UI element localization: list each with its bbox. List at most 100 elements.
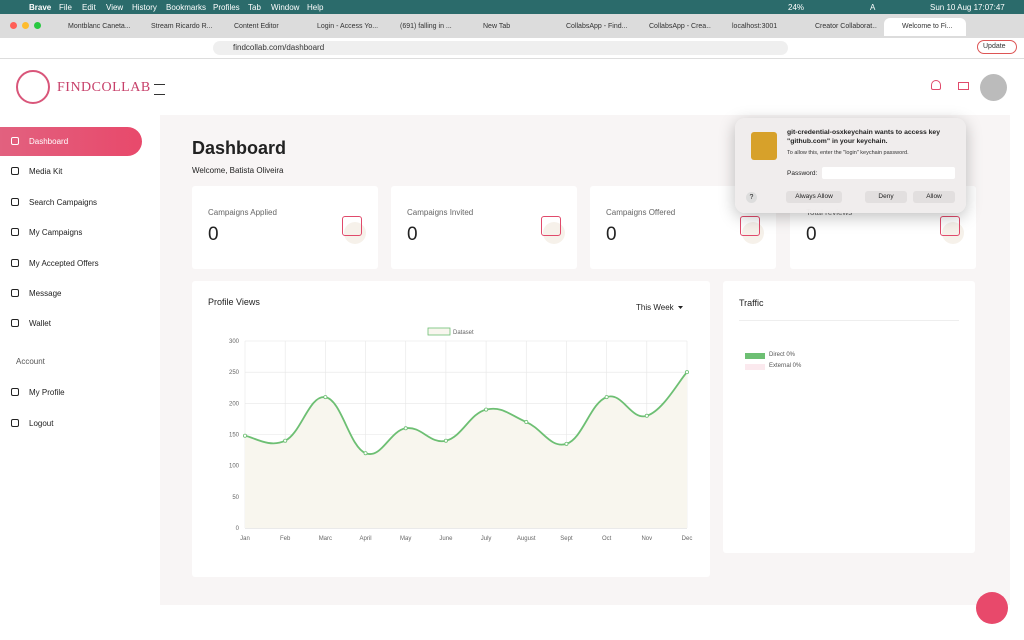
stat-icon (940, 216, 960, 236)
legend-swatch (427, 327, 451, 336)
stat-icon (740, 216, 760, 236)
x-tick-label: Jan (240, 536, 250, 542)
browser-tab[interactable]: Stream Ricardo R... (151, 23, 213, 30)
minimize-window[interactable] (22, 22, 29, 29)
nav-icon (11, 388, 19, 396)
browser-tab[interactable]: (691) falling in ... (400, 23, 452, 30)
browser-tab[interactable]: Welcome to Fi... (884, 18, 966, 36)
browser-tab[interactable]: CollabsApp - Crea... (649, 23, 711, 30)
nav-label: My Profile (29, 388, 65, 397)
nav-item[interactable]: Media Kit (0, 157, 142, 186)
notifications-icon[interactable] (931, 80, 941, 90)
menu-toggle[interactable] (154, 84, 165, 95)
dialog-title: git-credential-osxkeychain wants to acce… (787, 129, 940, 145)
x-tick-label: June (439, 536, 453, 542)
y-tick-label: 300 (229, 339, 240, 345)
nav-item[interactable]: My Profile (0, 378, 142, 407)
menu-item[interactable]: Profiles (213, 3, 240, 12)
nav-label: My Campaigns (29, 228, 83, 237)
page-title: Dashboard (192, 138, 287, 158)
line (244, 371, 688, 455)
clock: Sun 10 Aug 17:07:47 (930, 3, 1005, 12)
help-button[interactable]: ? (746, 192, 757, 203)
traffic-card: Traffic Direct 0% External 0% (723, 281, 975, 553)
password-field[interactable] (822, 167, 955, 179)
dialog-button[interactable]: Always Allow (786, 191, 842, 203)
point (323, 395, 328, 400)
point (443, 438, 448, 443)
browser-tab[interactable]: Login - Access Yo... (317, 23, 379, 30)
nav-item[interactable]: Message (0, 279, 142, 308)
x-tick-label: Sept (560, 536, 573, 542)
menu-item[interactable]: Edit (82, 3, 96, 12)
dialog-button[interactable]: Allow (913, 191, 955, 203)
nav-icon (11, 198, 19, 206)
point (604, 395, 609, 400)
icon-blob (543, 222, 565, 244)
browser-tab[interactable]: Creator Collaborat... (815, 23, 877, 30)
nav-label: Dashboard (29, 137, 69, 146)
nav-label: Logout (29, 419, 54, 428)
nav-section: Account (16, 357, 45, 366)
icon-blob (942, 222, 964, 244)
dialog-message: To allow this, enter the "login" keychai… (787, 150, 909, 156)
password-label: Password: (787, 170, 818, 177)
nav-item[interactable]: Dashboard (0, 127, 142, 156)
dialog-button[interactable]: Deny (865, 191, 907, 203)
icon-blob (344, 222, 366, 244)
nav-icon (11, 259, 19, 267)
stat-card: Campaigns Invited 0 (391, 186, 577, 269)
legend-swatch (745, 364, 765, 370)
area (245, 372, 687, 528)
menu-item[interactable]: History (132, 3, 157, 12)
nav-icon (11, 289, 19, 297)
stat-label: Campaigns Applied (208, 208, 277, 217)
legend-label: External 0% (769, 363, 802, 369)
nav-item[interactable]: Logout (0, 409, 142, 438)
menu-item[interactable]: View (106, 3, 124, 12)
browser-tab[interactable]: localhost:3001 (732, 23, 778, 30)
divider (739, 320, 959, 321)
x-tick-label: May (400, 536, 411, 542)
update-button[interactable]: Update (977, 40, 1017, 54)
period-filter[interactable]: This Week (636, 303, 675, 312)
messages-icon[interactable] (958, 82, 969, 90)
menu-bar: Brave File Edit View History Bookmarks Profile… (0, 0, 1024, 14)
browser-tab[interactable]: Content Editor (234, 23, 279, 30)
menu-item[interactable]: Window (271, 3, 300, 12)
browser-tab[interactable]: Montblanc Caneta... (68, 23, 130, 30)
sidebar: Dashboard Media Kit Search Campaigns My Cam… (0, 0, 160, 640)
nav-item[interactable]: My Accepted Offers (0, 249, 142, 278)
browser-tab[interactable]: New Tab (483, 23, 511, 30)
logo-text: FINDCOLLAB (57, 80, 151, 95)
menu-item[interactable]: Tab (248, 3, 261, 12)
stat-label: Campaigns Invited (407, 208, 474, 217)
app-menu[interactable]: Brave (29, 3, 52, 12)
support-button[interactable] (976, 592, 1008, 624)
x-tick-label: Feb (280, 536, 291, 542)
stat-icon (342, 216, 362, 236)
nav-item[interactable]: Wallet (0, 309, 142, 338)
nav-label: Media Kit (29, 167, 63, 176)
nav-icon (11, 319, 19, 327)
avatar[interactable] (980, 74, 1007, 101)
menu-item[interactable]: Help (307, 3, 324, 12)
zoom-window[interactable] (34, 22, 41, 29)
stat-value: 0 (806, 224, 817, 245)
point (363, 451, 368, 456)
browser-tab[interactable]: CollabsApp - Find... (566, 23, 628, 30)
stat-value: 0 (606, 224, 617, 245)
nav-item[interactable]: My Campaigns (0, 218, 142, 247)
point (484, 407, 489, 412)
close-window[interactable] (10, 22, 17, 29)
dropdown-caret (678, 306, 683, 309)
address-field[interactable]: findcollab.com/dashboard (213, 41, 788, 55)
nav-item[interactable]: Search Campaigns (0, 188, 142, 217)
y-tick-label: 250 (229, 370, 240, 376)
x-tick-label: Marc (319, 536, 332, 542)
keychain-dialog: git-credential-osxkeychain wants to acce… (735, 118, 966, 213)
x-tick-label: July (481, 536, 492, 542)
menu-item[interactable]: File (59, 3, 72, 12)
menu-item[interactable]: Bookmarks (166, 3, 207, 12)
